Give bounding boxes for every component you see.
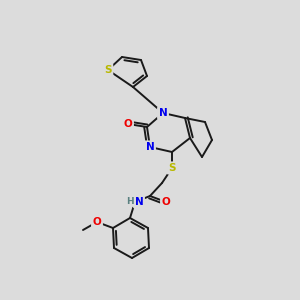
Text: N: N	[135, 197, 143, 207]
Text: O: O	[124, 119, 132, 129]
Text: N: N	[159, 108, 167, 118]
Text: S: S	[104, 65, 112, 75]
Text: O: O	[162, 197, 170, 207]
Text: S: S	[168, 163, 176, 173]
Text: N: N	[146, 142, 154, 152]
Text: H: H	[126, 196, 134, 206]
Text: O: O	[93, 217, 101, 227]
